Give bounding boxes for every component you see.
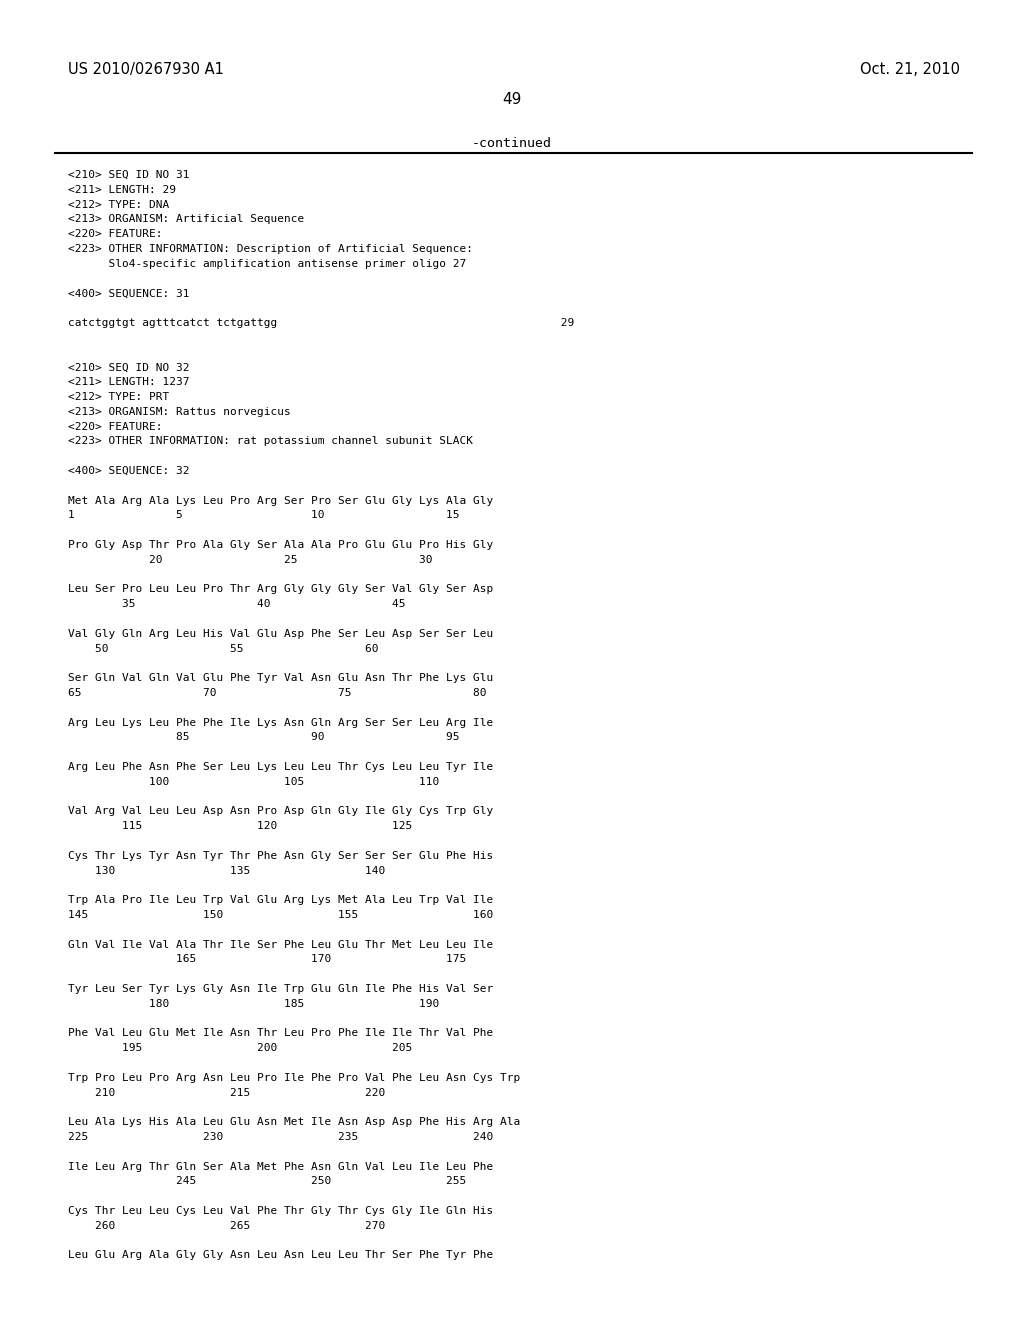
Text: 260                 265                 270: 260 265 270: [68, 1221, 385, 1230]
Text: <213> ORGANISM: Rattus norvegicus: <213> ORGANISM: Rattus norvegicus: [68, 407, 291, 417]
Text: 225                 230                 235                 240: 225 230 235 240: [68, 1133, 494, 1142]
Text: 65                  70                  75                  80: 65 70 75 80: [68, 688, 486, 698]
Text: <210> SEQ ID NO 31: <210> SEQ ID NO 31: [68, 170, 189, 180]
Text: -continued: -continued: [472, 137, 552, 150]
Text: <220> FEATURE:: <220> FEATURE:: [68, 230, 163, 239]
Text: <400> SEQUENCE: 31: <400> SEQUENCE: 31: [68, 288, 189, 298]
Text: <212> TYPE: PRT: <212> TYPE: PRT: [68, 392, 169, 403]
Text: catctggtgt agtttcatct tctgattgg                                          29: catctggtgt agtttcatct tctgattgg 29: [68, 318, 574, 327]
Text: 35                  40                  45: 35 40 45: [68, 599, 406, 610]
Text: 210                 215                 220: 210 215 220: [68, 1088, 385, 1098]
Text: 195                 200                 205: 195 200 205: [68, 1043, 413, 1053]
Text: Trp Ala Pro Ile Leu Trp Val Glu Arg Lys Met Ala Leu Trp Val Ile: Trp Ala Pro Ile Leu Trp Val Glu Arg Lys …: [68, 895, 494, 906]
Text: 245                 250                 255: 245 250 255: [68, 1176, 466, 1187]
Text: <210> SEQ ID NO 32: <210> SEQ ID NO 32: [68, 363, 189, 372]
Text: <211> LENGTH: 1237: <211> LENGTH: 1237: [68, 378, 189, 387]
Text: Phe Val Leu Glu Met Ile Asn Thr Leu Pro Phe Ile Ile Thr Val Phe: Phe Val Leu Glu Met Ile Asn Thr Leu Pro …: [68, 1028, 494, 1039]
Text: Ile Leu Arg Thr Gln Ser Ala Met Phe Asn Gln Val Leu Ile Leu Phe: Ile Leu Arg Thr Gln Ser Ala Met Phe Asn …: [68, 1162, 494, 1172]
Text: 145                 150                 155                 160: 145 150 155 160: [68, 909, 494, 920]
Text: <223> OTHER INFORMATION: Description of Artificial Sequence:: <223> OTHER INFORMATION: Description of …: [68, 244, 473, 253]
Text: Ser Gln Val Gln Val Glu Phe Tyr Val Asn Glu Asn Thr Phe Lys Glu: Ser Gln Val Gln Val Glu Phe Tyr Val Asn …: [68, 673, 494, 684]
Text: <223> OTHER INFORMATION: rat potassium channel subunit SLACK: <223> OTHER INFORMATION: rat potassium c…: [68, 437, 473, 446]
Text: 85                  90                  95: 85 90 95: [68, 733, 460, 742]
Text: Val Gly Gln Arg Leu His Val Glu Asp Phe Ser Leu Asp Ser Ser Leu: Val Gly Gln Arg Leu His Val Glu Asp Phe …: [68, 628, 494, 639]
Text: 1               5                   10                  15: 1 5 10 15: [68, 511, 460, 520]
Text: Tyr Leu Ser Tyr Lys Gly Asn Ile Trp Glu Gln Ile Phe His Val Ser: Tyr Leu Ser Tyr Lys Gly Asn Ile Trp Glu …: [68, 983, 494, 994]
Text: Arg Leu Phe Asn Phe Ser Leu Lys Leu Leu Thr Cys Leu Leu Tyr Ile: Arg Leu Phe Asn Phe Ser Leu Lys Leu Leu …: [68, 762, 494, 772]
Text: 180                 185                 190: 180 185 190: [68, 999, 439, 1008]
Text: <212> TYPE: DNA: <212> TYPE: DNA: [68, 199, 169, 210]
Text: 100                 105                 110: 100 105 110: [68, 776, 439, 787]
Text: Val Arg Val Leu Leu Asp Asn Pro Asp Gln Gly Ile Gly Cys Trp Gly: Val Arg Val Leu Leu Asp Asn Pro Asp Gln …: [68, 807, 494, 816]
Text: US 2010/0267930 A1: US 2010/0267930 A1: [68, 62, 224, 77]
Text: Met Ala Arg Ala Lys Leu Pro Arg Ser Pro Ser Glu Gly Lys Ala Gly: Met Ala Arg Ala Lys Leu Pro Arg Ser Pro …: [68, 495, 494, 506]
Text: Cys Thr Lys Tyr Asn Tyr Thr Phe Asn Gly Ser Ser Ser Glu Phe His: Cys Thr Lys Tyr Asn Tyr Thr Phe Asn Gly …: [68, 851, 494, 861]
Text: Arg Leu Lys Leu Phe Phe Ile Lys Asn Gln Arg Ser Ser Leu Arg Ile: Arg Leu Lys Leu Phe Phe Ile Lys Asn Gln …: [68, 718, 494, 727]
Text: Pro Gly Asp Thr Pro Ala Gly Ser Ala Ala Pro Glu Glu Pro His Gly: Pro Gly Asp Thr Pro Ala Gly Ser Ala Ala …: [68, 540, 494, 550]
Text: Cys Thr Leu Leu Cys Leu Val Phe Thr Gly Thr Cys Gly Ile Gln His: Cys Thr Leu Leu Cys Leu Val Phe Thr Gly …: [68, 1206, 494, 1216]
Text: Leu Ser Pro Leu Leu Pro Thr Arg Gly Gly Gly Ser Val Gly Ser Asp: Leu Ser Pro Leu Leu Pro Thr Arg Gly Gly …: [68, 585, 494, 594]
Text: <220> FEATURE:: <220> FEATURE:: [68, 421, 163, 432]
Text: Leu Glu Arg Ala Gly Gly Asn Leu Asn Leu Leu Thr Ser Phe Tyr Phe: Leu Glu Arg Ala Gly Gly Asn Leu Asn Leu …: [68, 1250, 494, 1261]
Text: 50                  55                  60: 50 55 60: [68, 644, 379, 653]
Text: Slo4-specific amplification antisense primer oligo 27: Slo4-specific amplification antisense pr…: [68, 259, 466, 269]
Text: Trp Pro Leu Pro Arg Asn Leu Pro Ile Phe Pro Val Phe Leu Asn Cys Trp: Trp Pro Leu Pro Arg Asn Leu Pro Ile Phe …: [68, 1073, 520, 1082]
Text: 130                 135                 140: 130 135 140: [68, 866, 385, 875]
Text: 20                  25                  30: 20 25 30: [68, 554, 432, 565]
Text: Leu Ala Lys His Ala Leu Glu Asn Met Ile Asn Asp Asp Phe His Arg Ala: Leu Ala Lys His Ala Leu Glu Asn Met Ile …: [68, 1117, 520, 1127]
Text: <211> LENGTH: 29: <211> LENGTH: 29: [68, 185, 176, 195]
Text: 49: 49: [503, 92, 521, 107]
Text: Gln Val Ile Val Ala Thr Ile Ser Phe Leu Glu Thr Met Leu Leu Ile: Gln Val Ile Val Ala Thr Ile Ser Phe Leu …: [68, 940, 494, 949]
Text: <400> SEQUENCE: 32: <400> SEQUENCE: 32: [68, 466, 189, 477]
Text: 165                 170                 175: 165 170 175: [68, 954, 466, 965]
Text: <213> ORGANISM: Artificial Sequence: <213> ORGANISM: Artificial Sequence: [68, 214, 304, 224]
Text: Oct. 21, 2010: Oct. 21, 2010: [860, 62, 961, 77]
Text: 115                 120                 125: 115 120 125: [68, 821, 413, 832]
